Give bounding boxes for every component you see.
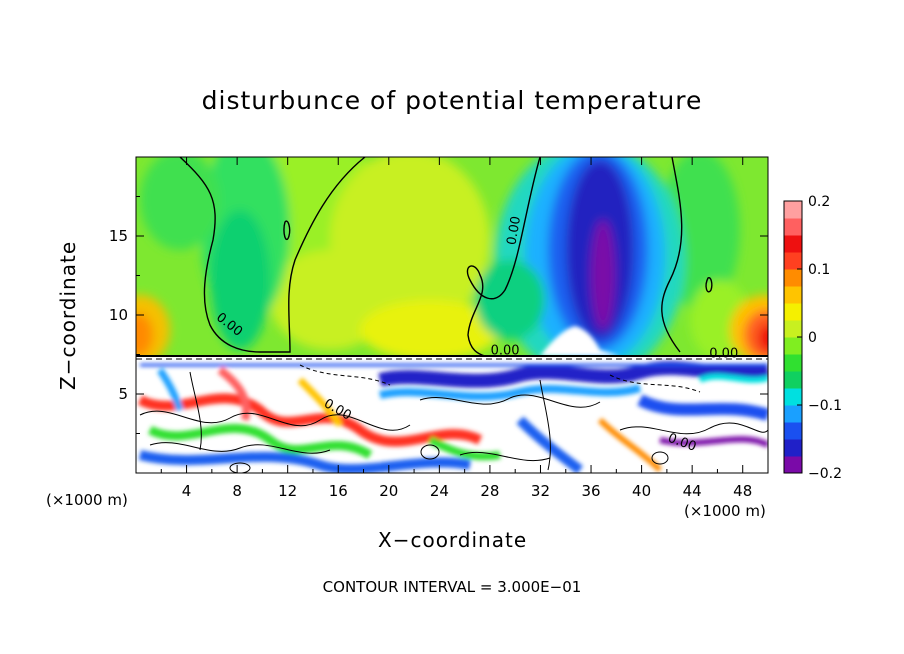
- colorbar-tick-label: −0.1: [808, 398, 842, 414]
- x-tick-label: 24: [430, 482, 449, 500]
- x-tick-label: 20: [379, 482, 398, 500]
- colorbar-segment: [784, 201, 802, 219]
- y-unit-label: (×1000 m): [46, 491, 128, 509]
- colorbar-segment: [784, 405, 802, 423]
- x-tick-label: 44: [683, 482, 702, 500]
- x-axis-label: X−coordinate: [378, 528, 528, 552]
- colorbar-segment: [784, 218, 802, 236]
- colorbar: 0.2 0.1 0 −0.1 −0.2: [783, 194, 842, 482]
- x-tick-label: 12: [278, 482, 297, 500]
- colorbar-segment: [784, 388, 802, 406]
- colorbar-tick-label: 0: [808, 330, 817, 346]
- field-lower: [136, 356, 768, 473]
- colorbar-segment: [784, 337, 802, 355]
- y-tick-label: 15: [109, 227, 128, 245]
- colorbar-tick-label: −0.2: [808, 466, 842, 482]
- x-tick-label: 32: [531, 482, 550, 500]
- colorbar-segment: [784, 354, 802, 372]
- y-tick-label: 5: [118, 385, 128, 403]
- contour-label: 0.00: [504, 215, 524, 246]
- chart-title: disturbunce of potential temperature: [201, 86, 703, 115]
- contour-interval-note: CONTOUR INTERVAL = 3.000E−01: [322, 578, 582, 596]
- x-unit-label: (×1000 m): [684, 502, 766, 520]
- colorbar-segment: [784, 456, 802, 474]
- colorbar-segment: [784, 252, 802, 270]
- colorbar-segment: [784, 422, 802, 440]
- colorbar-segment: [784, 235, 802, 253]
- colorbar-segment: [784, 303, 802, 321]
- x-tick-label: 36: [581, 482, 600, 500]
- y-axis-label: Z−coordinate: [56, 240, 80, 390]
- x-tick-label: 28: [480, 482, 499, 500]
- x-tick-label: 16: [329, 482, 348, 500]
- x-tick-label: 40: [632, 482, 651, 500]
- colorbar-tick-label: 0.2: [808, 194, 830, 210]
- x-tick-label: 4: [182, 482, 192, 500]
- x-tick-label: 48: [733, 482, 752, 500]
- x-tick-label: 8: [232, 482, 242, 500]
- colorbar-segment: [784, 320, 802, 338]
- colorbar-segment: [784, 371, 802, 389]
- y-tick-label: 10: [109, 306, 128, 324]
- colorbar-segment: [784, 269, 802, 287]
- colorbar-segment: [784, 439, 802, 457]
- contour-label: 0.00: [491, 344, 520, 359]
- field-upper: [136, 157, 768, 356]
- contour-label: 0.00: [709, 347, 738, 362]
- y-axis: 5 10 15: [109, 196, 768, 434]
- colorbar-segment: [784, 286, 802, 304]
- colorbar-tick-label: 0.1: [808, 262, 830, 278]
- x-axis: 4 8 12 16 20 24 28 32 36 40 44 48: [160, 157, 752, 500]
